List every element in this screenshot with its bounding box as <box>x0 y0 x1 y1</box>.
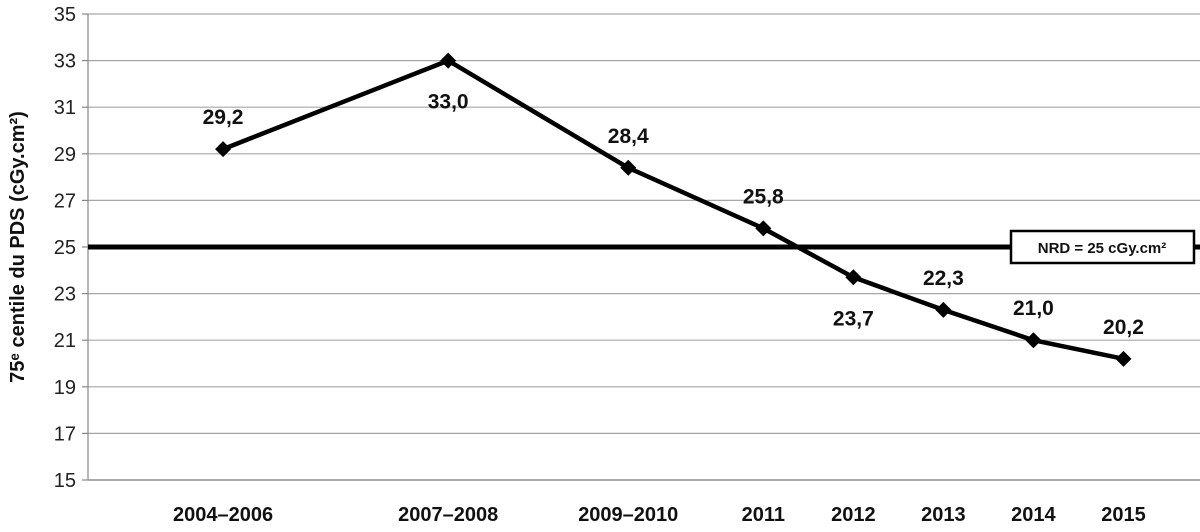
data-label: 21,0 <box>1013 297 1054 320</box>
reference-label-box: NRD = 25 cGy.cm² <box>1009 229 1196 265</box>
x-tick-label: 2014 <box>1011 504 1056 526</box>
data-label: 28,4 <box>608 125 649 148</box>
data-point-marker <box>755 220 772 237</box>
x-tick-label: 2007–2008 <box>398 504 498 526</box>
data-point-marker <box>1115 350 1132 367</box>
x-tick-label: 2011 <box>742 504 785 526</box>
y-tick-label: 23 <box>54 284 76 306</box>
y-tick-label: 17 <box>54 423 76 445</box>
y-tick-label: 29 <box>54 144 76 166</box>
reference-label: NRD = 25 cGy.cm² <box>1038 240 1167 257</box>
y-tick-label: 31 <box>54 97 76 119</box>
data-point-marker <box>440 52 457 69</box>
y-tick-label: 25 <box>54 237 76 259</box>
data-point-marker <box>845 269 862 286</box>
data-markers <box>215 52 1132 367</box>
y-tick-label: 19 <box>54 377 76 399</box>
x-tick-label: 2015 <box>1101 504 1146 526</box>
data-point-marker <box>620 159 637 176</box>
y-axis-ticks: 15 17 19 21 23 25 27 29 31 33 35 <box>54 4 88 492</box>
data-label: 25,8 <box>743 185 784 208</box>
y-axis-label: 75ᵉ centile du PDS (cGy.cm²) <box>7 111 29 383</box>
data-label: 22,3 <box>923 267 964 290</box>
y-tick-label: 15 <box>54 470 76 492</box>
x-tick-label: 2012 <box>831 504 876 526</box>
data-point-marker <box>935 301 952 318</box>
x-tick-label: 2004–2006 <box>173 504 273 526</box>
x-axis-ticks: 2004–2006 2007–2008 2009–2010 2011 2012 2013 2… <box>173 504 1146 526</box>
y-tick-label: 21 <box>54 330 76 352</box>
y-tick-label: 35 <box>54 4 76 26</box>
data-label: 23,7 <box>833 307 874 330</box>
x-tick-label: 2013 <box>921 504 966 526</box>
y-tick-label: 27 <box>54 190 76 212</box>
y-tick-label: 33 <box>54 51 76 73</box>
reference-label-frame <box>1009 229 1196 265</box>
data-labels: 29,2 33,0 28,4 25,8 23,7 22,3 21,0 20,2 <box>203 91 1144 339</box>
data-point-marker <box>1025 332 1042 349</box>
x-tick-label: 2009–2010 <box>578 504 678 526</box>
data-label: 29,2 <box>203 106 244 129</box>
data-point-marker <box>215 141 232 158</box>
series-line <box>222 58 1124 362</box>
data-label: 33,0 <box>428 91 469 114</box>
data-label: 20,2 <box>1103 316 1144 339</box>
